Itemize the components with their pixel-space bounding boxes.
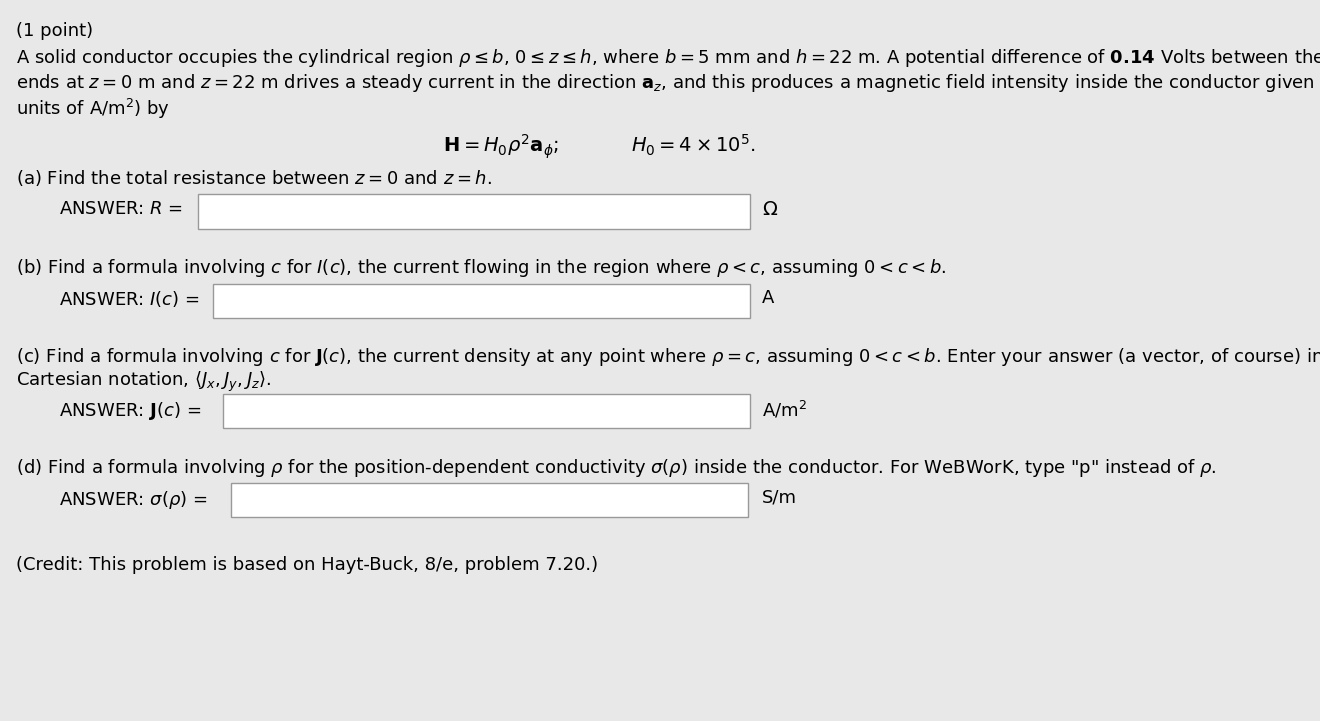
Text: $\Omega$: $\Omega$ <box>762 200 777 219</box>
Text: ends at $z = 0$ m and $z = 22$ m drives a steady current in the direction $\math: ends at $z = 0$ m and $z = 22$ m drives … <box>16 72 1320 94</box>
Text: S/m: S/m <box>762 489 797 507</box>
Text: ANSWER: $I(c)$ =: ANSWER: $I(c)$ = <box>59 289 199 309</box>
Text: ANSWER: $R$ =: ANSWER: $R$ = <box>59 200 183 218</box>
Text: units of A/m$^2$) by: units of A/m$^2$) by <box>16 97 170 121</box>
FancyBboxPatch shape <box>231 483 748 517</box>
Text: (1 point): (1 point) <box>16 22 94 40</box>
FancyBboxPatch shape <box>213 283 750 318</box>
Text: A: A <box>762 289 775 307</box>
Text: (c) Find a formula involving $c$ for $\mathbf{J}(c)$, the current density at any: (c) Find a formula involving $c$ for $\m… <box>16 346 1320 368</box>
FancyBboxPatch shape <box>223 394 750 428</box>
Text: ANSWER: $\mathbf{J}(c)$ =: ANSWER: $\mathbf{J}(c)$ = <box>59 399 201 422</box>
Text: (a) Find the total resistance between $z = 0$ and $z = h$.: (a) Find the total resistance between $z… <box>16 168 492 188</box>
Text: Cartesian notation, $\langle J_x, J_y, J_z\rangle$.: Cartesian notation, $\langle J_x, J_y, J… <box>16 370 272 394</box>
Text: A/m$^2$: A/m$^2$ <box>762 399 807 421</box>
Text: (b) Find a formula involving $c$ for $I(c)$, the current flowing in the region w: (b) Find a formula involving $c$ for $I(… <box>16 257 946 279</box>
Text: $\mathbf{H} = H_0\rho^2\mathbf{a}_\phi;$: $\mathbf{H} = H_0\rho^2\mathbf{a}_\phi;$ <box>444 133 560 161</box>
Text: (d) Find a formula involving $\rho$ for the position-dependent conductivity $\si: (d) Find a formula involving $\rho$ for … <box>16 456 1217 479</box>
Text: (Credit: This problem is based on Hayt-Buck, 8/e, problem 7.20.): (Credit: This problem is based on Hayt-B… <box>16 557 598 575</box>
Text: A solid conductor occupies the cylindrical region $\rho \leq b$, $0 \leq z \leq : A solid conductor occupies the cylindric… <box>16 47 1320 69</box>
Text: ANSWER: $\sigma(\rho)$ =: ANSWER: $\sigma(\rho)$ = <box>59 489 207 510</box>
Text: $H_0 = 4 \times 10^5.$: $H_0 = 4 \times 10^5.$ <box>631 133 755 158</box>
FancyBboxPatch shape <box>198 195 750 229</box>
